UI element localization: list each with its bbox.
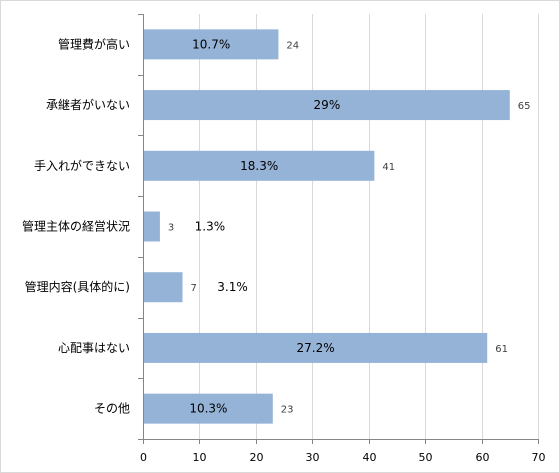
bar [144, 272, 183, 303]
category-label: 手入れができない [34, 158, 130, 173]
x-tick-label: 20 [250, 451, 264, 464]
value-label: 23 [281, 405, 294, 416]
percent-label: 10.3% [189, 402, 227, 416]
x-tick-label: 60 [476, 451, 490, 464]
percent-label: 1.3% [195, 220, 226, 234]
percent-label: 29% [314, 98, 341, 112]
bar [144, 150, 375, 181]
bar [144, 332, 488, 363]
x-tick-label: 10 [193, 451, 207, 464]
value-label: 65 [518, 101, 531, 112]
category-label: 管理主体の経営状況 [22, 219, 130, 234]
x-tick-label: 50 [419, 451, 433, 464]
percent-label: 27.2% [297, 341, 335, 355]
value-label: 24 [286, 40, 299, 51]
percent-label: 18.3% [240, 159, 278, 173]
gridlines [199, 14, 539, 439]
x-tick-label: 0 [140, 451, 147, 464]
category-label: その他 [94, 402, 130, 416]
percent-label: 3.1% [217, 280, 248, 294]
bar [144, 211, 160, 242]
bar [144, 29, 279, 60]
value-label: 41 [382, 162, 395, 173]
category-label: 管理費が高い [58, 36, 130, 51]
x-tick-label: 70 [532, 451, 546, 464]
bar [144, 90, 510, 121]
value-label: 61 [495, 344, 508, 355]
category-label: 心配事はない [58, 341, 130, 355]
bars [144, 29, 510, 424]
bar [144, 393, 273, 424]
axes [138, 14, 539, 444]
x-tick-label: 40 [363, 451, 377, 464]
labels: 0 10 20 30 40 50 60 70 管理費が高い 24 10.7% 承継者がいない 65 29%… [22, 36, 546, 464]
category-label: 管理内容(具体的に) [25, 279, 130, 294]
percent-label: 10.7% [192, 37, 230, 51]
category-label: 承継者がいない [46, 97, 130, 112]
value-label: 3 [168, 223, 174, 234]
x-tick-label: 30 [306, 451, 320, 464]
value-label: 7 [191, 283, 197, 294]
